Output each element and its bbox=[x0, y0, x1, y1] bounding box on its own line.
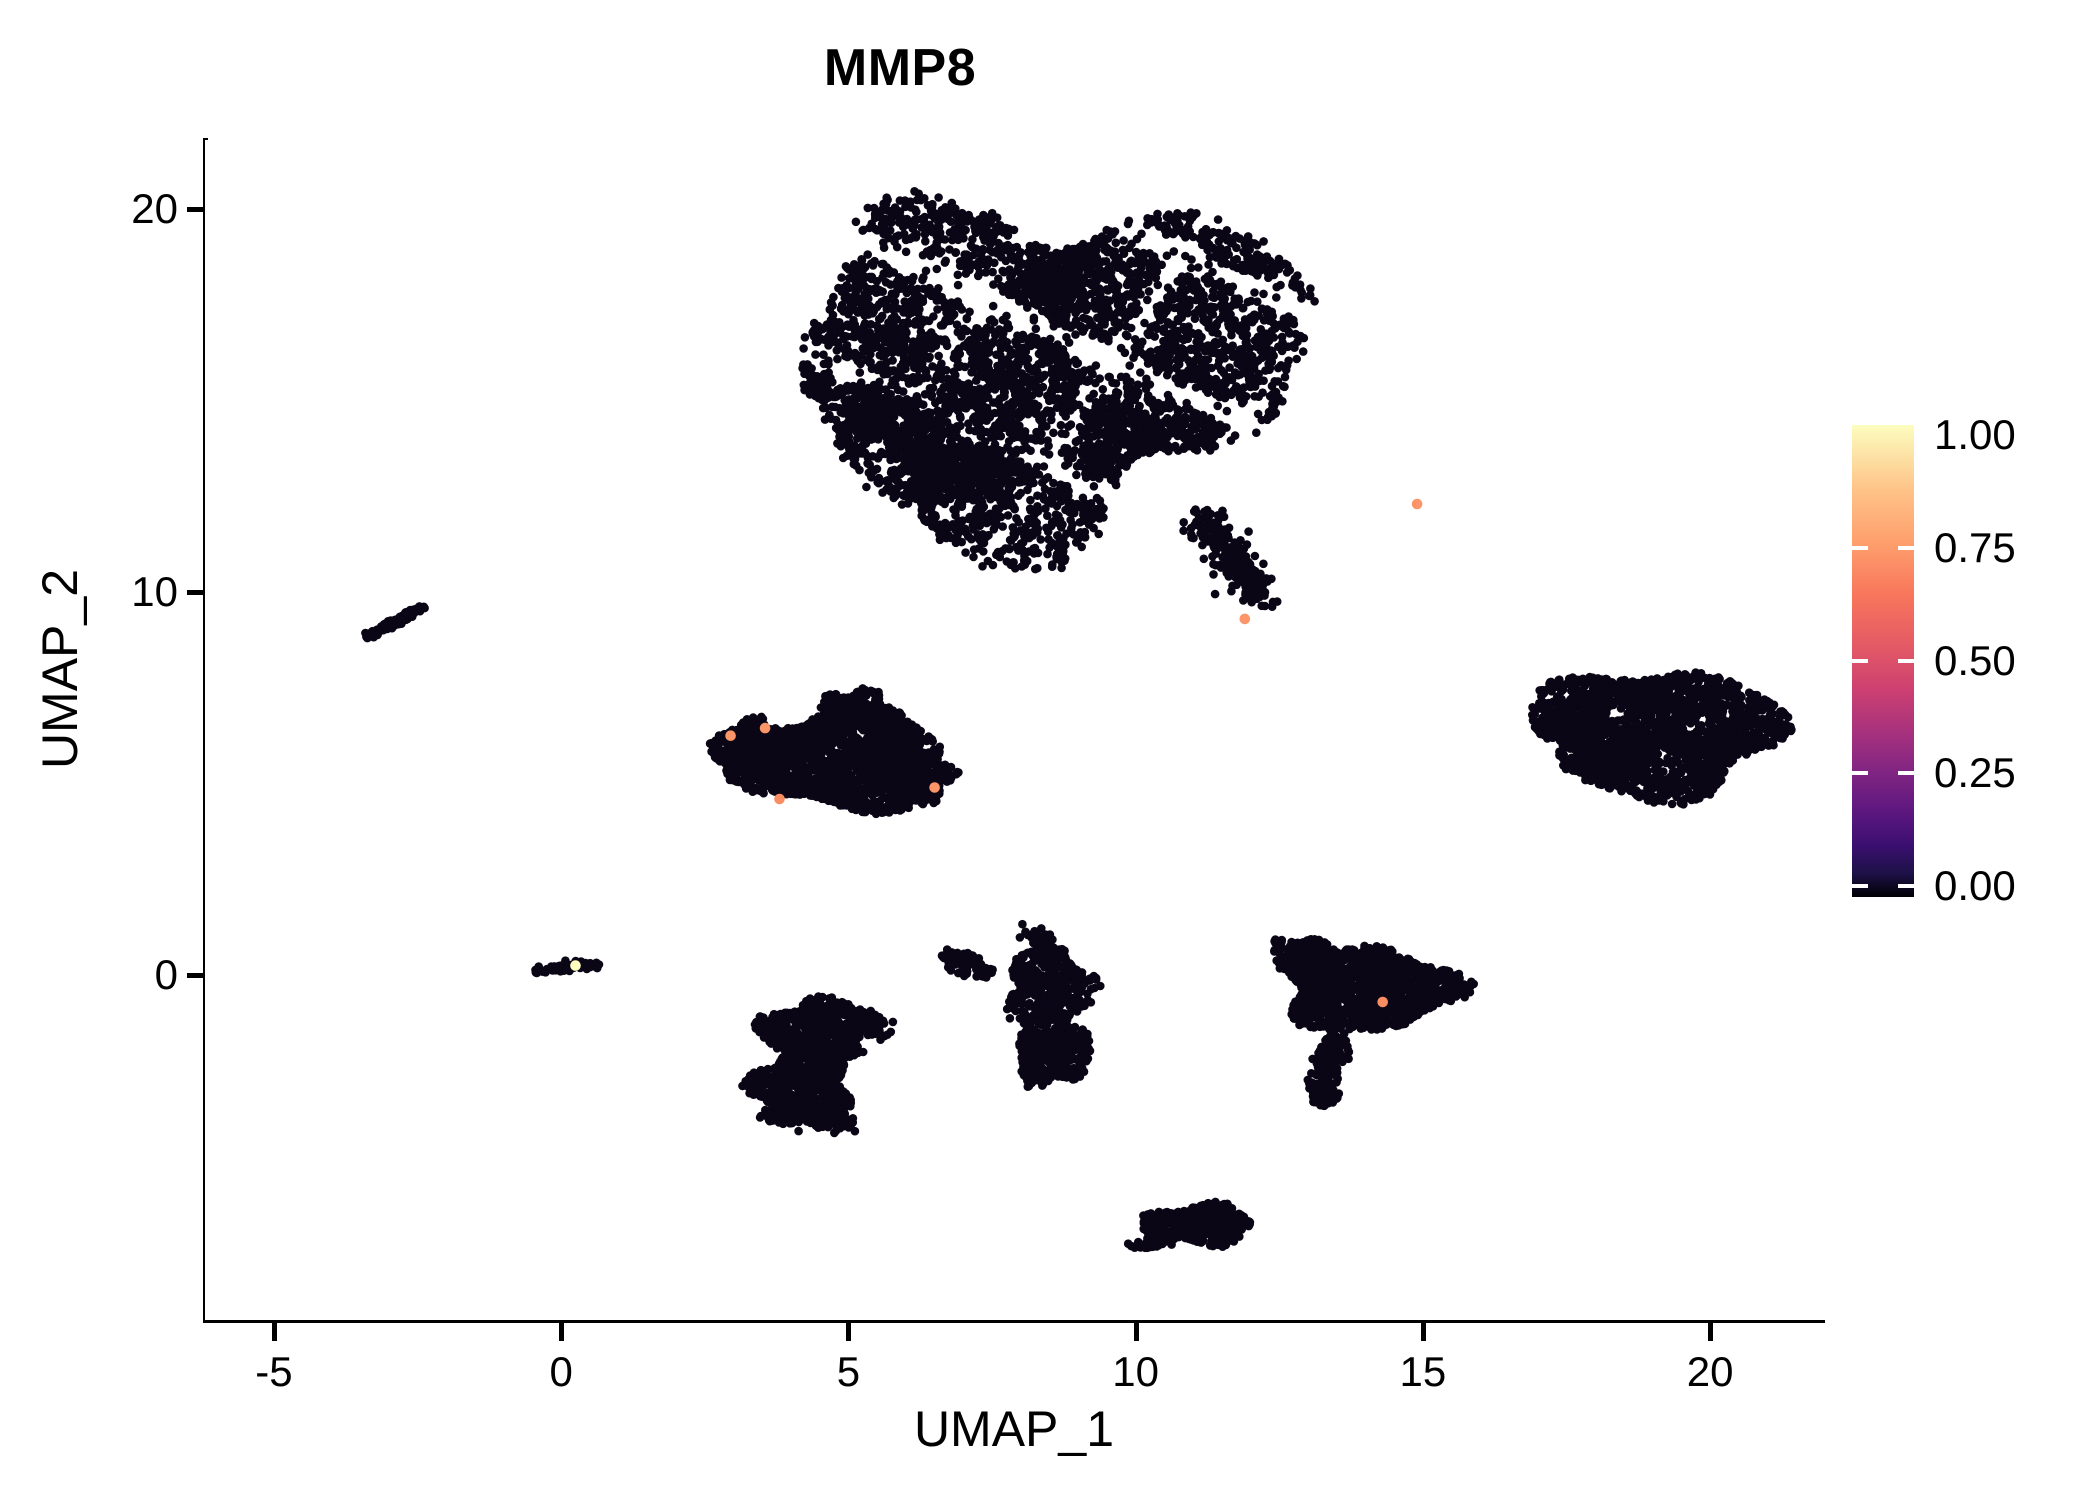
high-expression-points bbox=[570, 498, 1423, 1008]
x-axis-line bbox=[203, 1318, 1825, 1323]
x-tick-mark bbox=[559, 1323, 565, 1341]
legend-tick-mark bbox=[1852, 771, 1914, 776]
low-expression-points bbox=[361, 187, 1796, 1253]
legend-tick-mark bbox=[1852, 884, 1914, 889]
page-title: MMP8 bbox=[823, 39, 977, 97]
y-tick-mark bbox=[187, 973, 203, 979]
scatter-layer bbox=[205, 140, 1825, 1320]
y-tick-mark bbox=[187, 590, 203, 596]
legend-label: 0.25 bbox=[1934, 749, 2016, 797]
x-tick-label: 0 bbox=[549, 1348, 573, 1395]
x-tick-mark bbox=[1708, 1323, 1714, 1341]
x-tick-label: 10 bbox=[1112, 1348, 1159, 1395]
color-legend[interactable]: 1.00 0.75 0.50 0.25 0.00 bbox=[1852, 411, 2082, 920]
legend-tick-mark bbox=[1852, 546, 1914, 551]
y-tick-label: 10 bbox=[131, 568, 178, 616]
x-tick-mark bbox=[1420, 1323, 1426, 1341]
x-tick-label: -5 bbox=[255, 1348, 293, 1395]
legend-tick-mark bbox=[1852, 658, 1914, 663]
legend-label: 1.00 bbox=[1934, 411, 2016, 459]
x-tick-label: 5 bbox=[836, 1348, 861, 1395]
x-axis-title: UMAP_1 bbox=[913, 1401, 1115, 1457]
legend-label: 0.75 bbox=[1934, 524, 2016, 572]
x-tick-label: 20 bbox=[1686, 1348, 1734, 1395]
legend-label: 0.00 bbox=[1934, 862, 2016, 910]
x-tick-label: 15 bbox=[1399, 1348, 1447, 1395]
legend-label: 0.50 bbox=[1934, 636, 2016, 684]
y-axis-title: UMAP_2 bbox=[32, 568, 88, 770]
x-tick-mark bbox=[846, 1323, 852, 1341]
y-tick-label: 20 bbox=[131, 184, 178, 232]
y-tick-label: 0 bbox=[154, 951, 178, 999]
scatter-points bbox=[361, 187, 1796, 1253]
x-tick-mark bbox=[1133, 1323, 1139, 1341]
y-tick-mark bbox=[187, 206, 203, 212]
x-tick-mark bbox=[271, 1323, 277, 1341]
